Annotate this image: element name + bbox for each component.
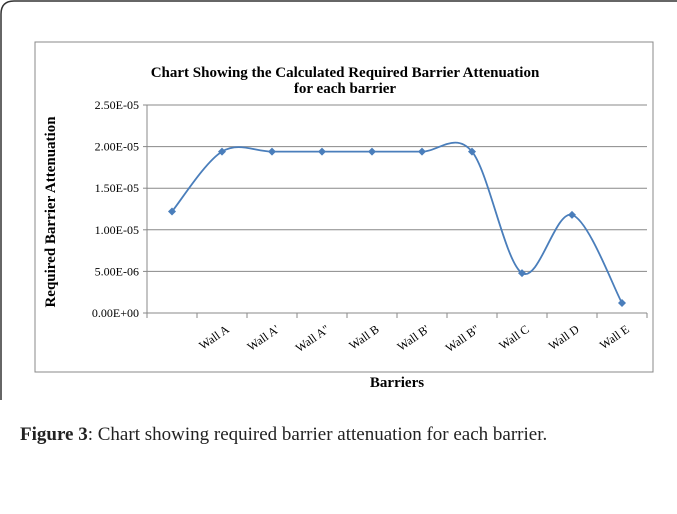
point (618, 299, 626, 308)
y-axis-title: Required Barrier Attenuation (43, 116, 59, 308)
point (418, 147, 426, 156)
chart-subtitle: for each barrier (294, 81, 397, 97)
x-axis-title: Barriers (370, 375, 424, 391)
point (468, 147, 476, 156)
y-tick-label: 1.50E-05 (95, 181, 139, 195)
frame (0, 0, 677, 400)
figure-label: Figure 3 (20, 424, 88, 445)
y-tick-label: 1.00E-05 (95, 223, 139, 237)
point (318, 147, 326, 156)
y-tick-label: 5.00E-06 (95, 264, 139, 278)
point (568, 210, 576, 219)
chart-title: Chart Showing the Calculated Required Ba… (151, 65, 540, 81)
point (268, 147, 276, 156)
y-tick-label: 0.00E+00 (92, 306, 139, 320)
point (168, 207, 176, 216)
y-tick-label: 2.50E-05 (95, 98, 139, 112)
point (218, 147, 226, 156)
chart-box (34, 41, 654, 373)
chart: Chart Showing the Calculated Required Ba… (0, 0, 677, 400)
caption-text: : Chart showing required barrier attenua… (87, 424, 548, 445)
point (518, 269, 526, 278)
point (368, 147, 376, 156)
y-tick-label: 2.00E-05 (95, 140, 139, 154)
caption: Figure 3: Chart showing required barrier… (20, 420, 660, 450)
